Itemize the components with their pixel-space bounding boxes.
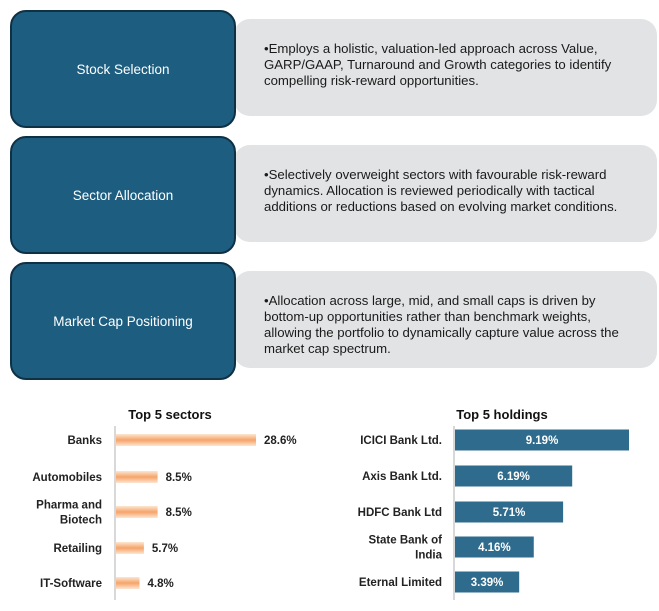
category-label-line: Retailing: [53, 543, 102, 555]
sectors-chart-svg: Top 5 sectors Banks 28.6% Automobiles 8.5% Ph…: [32, 407, 297, 600]
sector-bar: [116, 434, 256, 446]
strategy-category-label: Market Cap Positioning: [53, 313, 193, 329]
category-label-line: State Bank of: [369, 535, 443, 547]
strategy-category-box: Sector Allocation: [10, 136, 236, 254]
strategy-category-label: Stock Selection: [76, 61, 170, 77]
category-label-line: India: [415, 550, 442, 562]
category-label-line: Banks: [67, 435, 102, 447]
strategy-row-market-cap-positioning: •Allocation across large, mid, and small…: [10, 262, 657, 380]
category-label-line: IT-Software: [40, 578, 102, 590]
category-label-line: Axis Bank Ltd.: [362, 471, 442, 483]
strategy-category-box: Stock Selection: [10, 10, 236, 128]
sector-category-label: Pharma and Biotech: [36, 500, 102, 527]
sector-bar: [116, 471, 158, 483]
holding-value-label: 6.19%: [497, 471, 530, 483]
sector-category-label: Automobiles: [32, 472, 102, 484]
strategy-category-label: Sector Allocation: [72, 187, 174, 203]
holding-bar: [455, 429, 629, 451]
sector-bar: [116, 542, 144, 554]
category-label-line: Pharma and: [36, 500, 102, 512]
strategy-row-stock-selection: •Employs a holistic, valuation-led appro…: [10, 10, 657, 128]
holding-category-label: ICICI Bank Ltd.: [360, 435, 442, 447]
sector-value-label: 8.5%: [166, 472, 192, 484]
sector-category-label: Banks: [67, 435, 102, 447]
holding-category-label: State Bank of India: [369, 535, 443, 562]
strategy-row-sector-allocation: •Selectively overweight sectors with fav…: [10, 136, 657, 254]
category-label-line: Automobiles: [32, 472, 102, 484]
category-label-line: HDFC Bank Ltd: [358, 507, 442, 519]
sector-bar: [116, 577, 140, 589]
holding-value-label: 3.39%: [471, 577, 504, 589]
sectors-chart: Top 5 sectors Banks 28.6% Automobiles 8.5% Ph…: [0, 400, 320, 611]
sector-category-label: IT-Software: [40, 578, 102, 590]
sector-value-label: 5.7%: [152, 543, 178, 555]
strategy-description: •Employs a holistic, valuation-led appro…: [234, 19, 657, 116]
sector-value-label: 8.5%: [166, 507, 192, 519]
holding-category-label: Eternal Limited: [359, 577, 442, 589]
sector-value-label: 28.6%: [264, 435, 297, 447]
holding-category-label: HDFC Bank Ltd: [358, 507, 442, 519]
strategy-description: •Selectively overweight sectors with fav…: [234, 145, 657, 242]
strategy-category-box: Market Cap Positioning: [10, 262, 236, 380]
holding-value-label: 9.19%: [526, 435, 559, 447]
holding-category-label: Axis Bank Ltd.: [362, 471, 442, 483]
holding-bar: [455, 536, 534, 558]
holding-value-label: 5.71%: [493, 507, 526, 519]
holdings-chart-svg: Top 5 holdings ICICI Bank Ltd. 9.19% Axis B…: [358, 407, 629, 600]
holdings-chart: Top 5 holdings ICICI Bank Ltd. 9.19% Axis B…: [330, 400, 659, 611]
holding-bar: [455, 501, 564, 523]
holding-bar: [455, 465, 573, 487]
category-label-line: ICICI Bank Ltd.: [360, 435, 442, 447]
sector-bar: [116, 506, 158, 518]
chart-title: Top 5 holdings: [456, 407, 547, 422]
sector-value-label: 4.8%: [147, 578, 173, 590]
category-label-line: Eternal Limited: [359, 577, 442, 589]
category-label-line: Biotech: [60, 515, 102, 527]
chart-title: Top 5 sectors: [128, 407, 212, 422]
sector-category-label: Retailing: [53, 543, 102, 555]
holding-bar: [455, 571, 520, 593]
strategy-description: •Allocation across large, mid, and small…: [234, 271, 657, 368]
holding-value-label: 4.16%: [478, 542, 511, 554]
